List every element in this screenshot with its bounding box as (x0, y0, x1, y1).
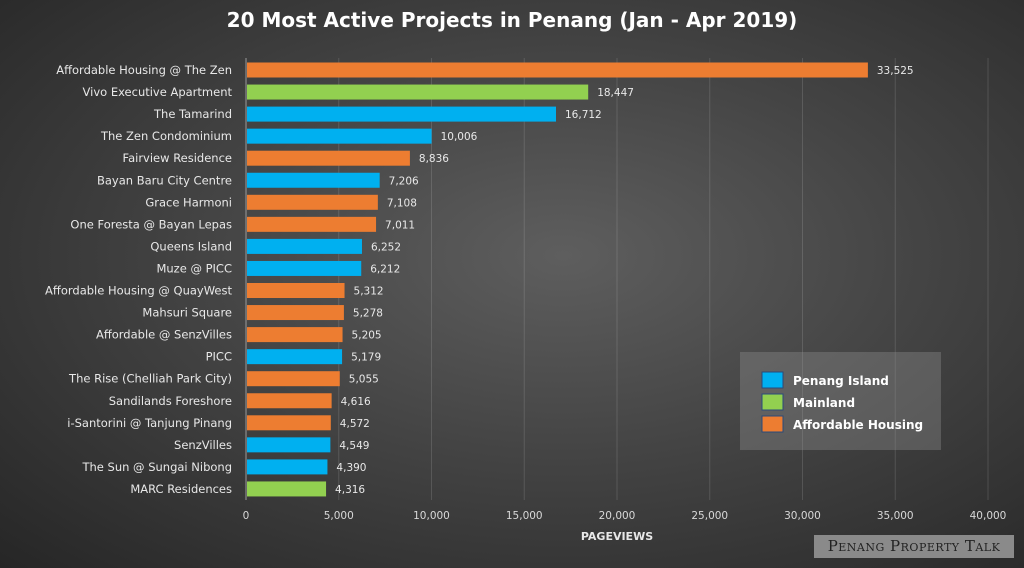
legend-label: Mainland (793, 396, 855, 410)
bar (247, 349, 343, 365)
data-label: 8,836 (419, 153, 449, 165)
bar (247, 415, 331, 431)
category-label: Muze @ PICC (156, 261, 232, 275)
bar (247, 128, 432, 144)
category-label: The Sun @ Sungai Nibong (81, 460, 232, 474)
bar (247, 84, 589, 100)
category-label: Vivo Executive Apartment (83, 85, 233, 99)
bar (247, 238, 362, 254)
x-tick-label: 30,000 (784, 510, 821, 522)
data-label: 6,212 (370, 263, 400, 275)
category-label: The Zen Condominium (100, 129, 232, 143)
category-label: Queens Island (150, 239, 232, 253)
bar (247, 216, 377, 232)
bar (247, 62, 868, 78)
legend-label: Affordable Housing (793, 418, 923, 432)
x-tick-label: 5,000 (324, 510, 354, 522)
category-label: Affordable @ SenzVilles (96, 328, 232, 342)
data-label: 6,252 (371, 241, 401, 253)
bar (247, 459, 328, 475)
x-tick-label: 40,000 (970, 510, 1007, 522)
data-label: 4,390 (336, 462, 366, 474)
category-label: The Rise (Chelliah Park City) (68, 372, 232, 386)
data-label: 7,108 (387, 197, 417, 209)
chart-title: 20 Most Active Projects in Penang (Jan -… (226, 8, 798, 32)
legend-swatch (761, 393, 784, 411)
data-label: 5,055 (349, 374, 379, 386)
category-label: SenzVilles (174, 438, 232, 452)
legend-swatch (761, 371, 784, 389)
bar (247, 393, 332, 409)
data-label: 4,572 (340, 418, 370, 430)
data-label: 5,312 (354, 286, 384, 298)
data-label: 33,525 (877, 65, 914, 77)
bar (247, 283, 345, 298)
bar (247, 106, 557, 122)
category-label: i-Santorini @ Tanjung Pinang (67, 416, 232, 430)
data-label: 5,205 (352, 330, 382, 342)
data-label: 7,011 (385, 219, 415, 231)
data-label: 18,447 (597, 87, 634, 99)
data-label: 4,316 (335, 484, 365, 496)
bar (247, 305, 344, 321)
category-label: PICC (206, 350, 232, 364)
category-label: The Tamarind (153, 107, 232, 121)
bar (247, 194, 378, 210)
bar (247, 481, 327, 497)
category-label: Affordable Housing @ QuayWest (45, 284, 232, 298)
category-label: Bayan Baru City Centre (97, 173, 232, 187)
data-label: 7,206 (389, 175, 419, 187)
x-tick-label: 15,000 (506, 510, 543, 522)
bar (247, 371, 340, 387)
category-label: Affordable Housing @ The Zen (56, 63, 232, 77)
legend-swatch (761, 415, 784, 433)
category-label: Sandilands Foreshore (109, 394, 232, 408)
x-tick-label: 25,000 (691, 510, 728, 522)
bar (247, 437, 331, 453)
category-label: One Foresta @ Bayan Lepas (70, 217, 232, 231)
watermark-logo: Penang Property Talk (814, 535, 1014, 558)
x-tick-label: 10,000 (413, 510, 450, 522)
data-label: 4,549 (339, 440, 369, 452)
data-label: 10,006 (441, 131, 478, 143)
category-label: Mahsuri Square (142, 306, 232, 320)
legend-label: Penang Island (793, 374, 889, 388)
data-label: 5,179 (351, 352, 381, 364)
category-label: Grace Harmoni (145, 195, 232, 209)
data-label: 4,616 (341, 396, 371, 408)
x-tick-label: 20,000 (599, 510, 636, 522)
data-label: 16,712 (565, 109, 602, 121)
bar (247, 172, 380, 188)
x-tick-label: 0 (243, 510, 250, 522)
bar (247, 260, 362, 276)
data-label: 5,278 (353, 308, 383, 320)
category-label: MARC Residences (130, 482, 232, 496)
x-axis-label: PAGEVIEWS (581, 530, 653, 543)
category-label: Fairview Residence (123, 151, 232, 165)
bar (247, 327, 343, 343)
bar (247, 150, 410, 166)
x-tick-label: 35,000 (877, 510, 914, 522)
